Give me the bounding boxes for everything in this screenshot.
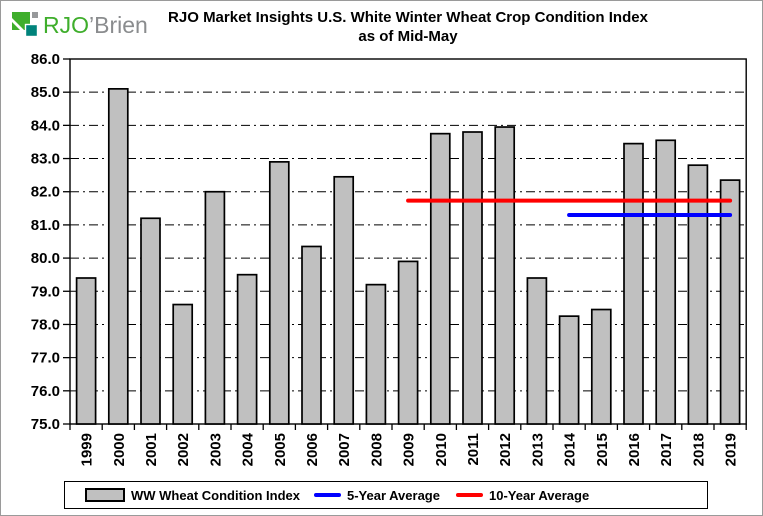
logo-text-rjo: RJO [43, 11, 89, 38]
svg-text:2014: 2014 [562, 432, 579, 466]
chart-title-line1: RJO Market Insights U.S. White Winter Wh… [168, 9, 648, 26]
chart-legend: WW Wheat Condition Index 5-Year Average … [64, 481, 708, 509]
legend-5yr-line-swatch [313, 493, 341, 497]
svg-text:2011: 2011 [465, 433, 482, 466]
svg-text:2001: 2001 [143, 433, 160, 466]
svg-text:2016: 2016 [626, 433, 643, 466]
svg-text:86.0: 86.0 [31, 51, 60, 68]
svg-text:79.0: 79.0 [31, 283, 60, 300]
svg-text:2012: 2012 [497, 433, 514, 466]
svg-text:81.0: 81.0 [31, 217, 60, 234]
rjo-logo-icon [12, 12, 39, 38]
rjo-obrien-logo: RJO’Brien [11, 9, 148, 41]
svg-text:2015: 2015 [594, 433, 611, 466]
svg-text:84.0: 84.0 [31, 117, 60, 134]
svg-text:77.0: 77.0 [31, 350, 60, 367]
svg-text:2018: 2018 [690, 433, 707, 466]
svg-text:76.0: 76.0 [31, 383, 60, 400]
svg-text:2003: 2003 [207, 433, 224, 466]
svg-text:2008: 2008 [368, 433, 385, 466]
svg-text:75.0: 75.0 [31, 416, 60, 433]
svg-text:2019: 2019 [723, 433, 740, 466]
svg-text:85.0: 85.0 [31, 84, 60, 101]
svg-text:2000: 2000 [111, 433, 128, 466]
svg-text:82.0: 82.0 [31, 184, 60, 201]
svg-text:2017: 2017 [658, 433, 675, 466]
bar-chart-plot: 86.0 85.0 84.0 83.0 82.0 81.0 80.0 79.0 78.0 77.0… [31, 51, 747, 466]
svg-text:2002: 2002 [175, 433, 192, 466]
chart-title-line2: as of Mid-May [358, 28, 458, 45]
svg-text:2005: 2005 [272, 433, 289, 466]
svg-text:2006: 2006 [304, 433, 321, 466]
legend-label-10yr-average: 10-Year Average [488, 487, 590, 503]
svg-text:78.0: 78.0 [31, 316, 60, 333]
svg-text:2004: 2004 [240, 432, 257, 466]
svg-text:2009: 2009 [401, 433, 418, 466]
svg-text:80.0: 80.0 [31, 250, 60, 267]
svg-text:83.0: 83.0 [31, 151, 60, 168]
svg-text:2013: 2013 [529, 433, 546, 466]
chart-title: RJO Market Insights U.S. White Winter Wh… [168, 8, 648, 46]
svg-text:1999: 1999 [79, 433, 96, 466]
legend-label-5yr-average: 5-Year Average [346, 487, 440, 503]
logo-text-brien: ’Brien [89, 11, 148, 38]
legend-bar-swatch [85, 488, 125, 502]
svg-text:2010: 2010 [433, 433, 450, 466]
legend-10yr-line-swatch [455, 493, 483, 497]
svg-text:2007: 2007 [336, 433, 353, 466]
legend-label-condition-index: WW Wheat Condition Index [131, 487, 300, 503]
